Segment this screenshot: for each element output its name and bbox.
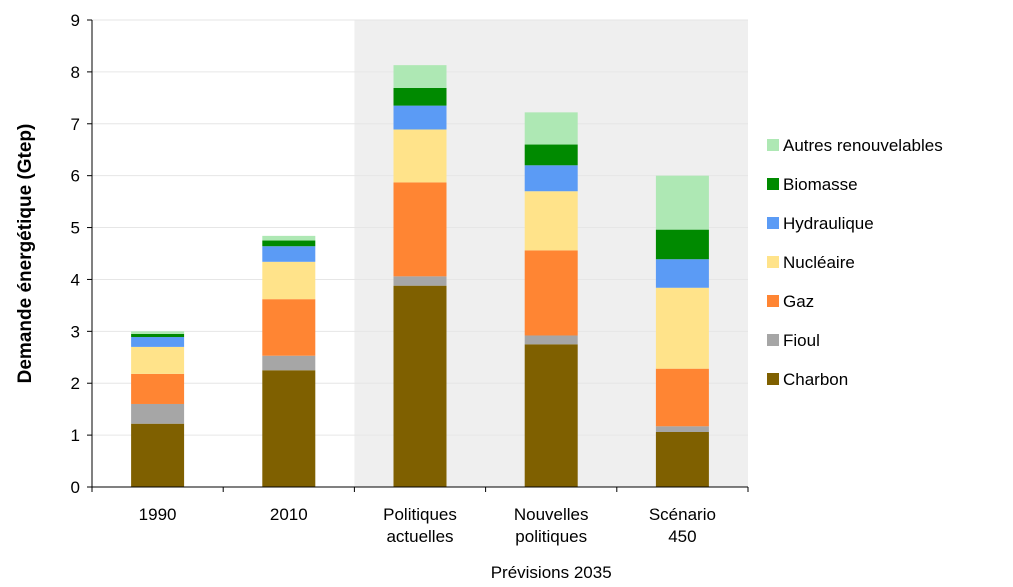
bar-segment: [262, 355, 316, 371]
bars-group: [131, 65, 709, 487]
bar-segment: [524, 335, 578, 345]
bar-segment: [524, 250, 578, 336]
legend-label: Biomasse: [783, 175, 858, 194]
bar-segment: [131, 373, 185, 404]
bar-segment: [131, 346, 185, 374]
legend-label: Autres renouvelables: [783, 136, 943, 155]
legend-swatch: [767, 139, 779, 151]
y-tick-label: 3: [71, 322, 80, 341]
bar-segment: [524, 144, 578, 166]
x-tick-label: Politiques actuelles: [383, 505, 457, 546]
forecast-annotation: Prévisions 2035: [491, 563, 612, 582]
bar-segment: [655, 175, 709, 230]
bar-segment: [524, 191, 578, 251]
bar-segment: [393, 276, 447, 286]
x-tick-label: Nouvelles politiques: [514, 505, 589, 546]
y-tick-label: 9: [71, 11, 80, 30]
bar-segment: [131, 337, 185, 347]
legend-swatch: [767, 217, 779, 229]
legend-swatch: [767, 178, 779, 190]
bar-segment: [655, 259, 709, 288]
bar-segment: [655, 431, 709, 487]
bar-segment: [262, 240, 316, 247]
bar-segment: [393, 129, 447, 183]
y-tick-label: 8: [71, 63, 80, 82]
bar-segment: [393, 105, 447, 130]
bar-segment: [655, 229, 709, 260]
y-tick-label: 4: [71, 270, 80, 289]
bar-segment: [655, 287, 709, 369]
x-tick-label: 1990: [139, 505, 177, 524]
legend-swatch: [767, 373, 779, 385]
axes-group: [87, 19, 749, 492]
bar-segment: [393, 65, 447, 88]
legend-label: Hydraulique: [783, 214, 874, 233]
legend-label: Fioul: [783, 331, 820, 350]
bar-segment: [131, 331, 185, 334]
x-tick-label: 2010: [270, 505, 308, 524]
bar-segment: [262, 246, 316, 262]
x-tick-labels: 1990 2010 Politiques actuelles Nouvelles poli…: [139, 505, 716, 546]
x-tick-label: Scénario 450: [649, 505, 716, 546]
legend-label: Gaz: [783, 292, 814, 311]
bar-segment: [524, 165, 578, 192]
y-tick-label: 0: [71, 478, 80, 497]
bar-segment: [393, 285, 447, 487]
bar-segment: [131, 403, 185, 424]
bar-segment: [131, 333, 185, 338]
bar-segment: [262, 299, 316, 356]
bar-segment: [524, 112, 578, 145]
bar-segment: [262, 370, 316, 487]
y-axis-label: Demande énergétique (Gtep): [15, 124, 36, 384]
bar-segment: [393, 87, 447, 106]
bar-segment: [262, 261, 316, 300]
y-tick-label: 6: [71, 167, 80, 186]
bar-segment: [393, 182, 447, 277]
y-tick-label: 7: [71, 115, 80, 134]
legend: Autres renouvelables Biomasse Hydraulique N…: [767, 136, 943, 389]
bar-segment: [262, 235, 316, 241]
bar-segment: [655, 426, 709, 432]
y-tick-label: 2: [71, 374, 80, 393]
legend-label: Charbon: [783, 370, 848, 389]
legend-label: Nucléaire: [783, 253, 855, 272]
legend-swatch: [767, 256, 779, 268]
bar-segment: [131, 423, 185, 487]
bar-segment: [524, 344, 578, 487]
y-tick-labels: 0 1 2 3 4 5 6 7 8 9: [71, 11, 80, 497]
legend-swatch: [767, 334, 779, 346]
y-tick-label: 1: [71, 426, 80, 445]
y-tick-label: 5: [71, 219, 80, 238]
legend-swatch: [767, 295, 779, 307]
bar-segment: [655, 368, 709, 427]
